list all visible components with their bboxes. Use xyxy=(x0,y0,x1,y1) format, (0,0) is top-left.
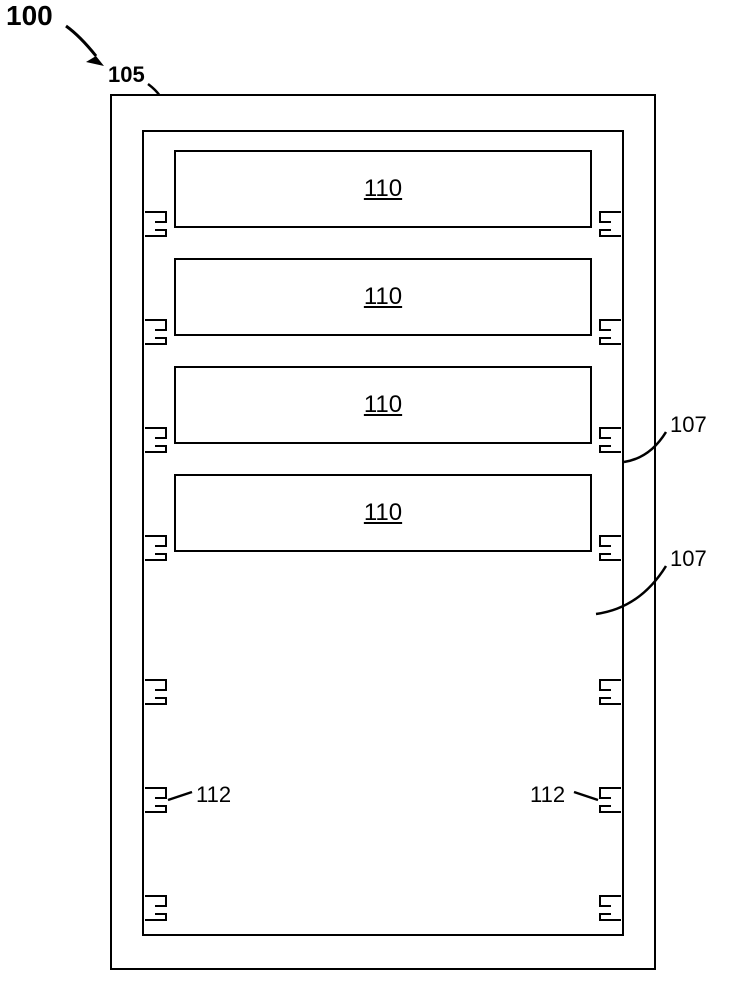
ref-112-label-right: 112 xyxy=(530,782,565,808)
module-110-2: 110 xyxy=(174,258,592,336)
ref-112-label-left: 112 xyxy=(196,782,231,808)
bracket-right-4 xyxy=(599,535,621,561)
module-110-3-label: 110 xyxy=(364,391,402,419)
bracket-left-1 xyxy=(145,211,167,237)
bracket-right-3 xyxy=(599,427,621,453)
module-110-4-label: 110 xyxy=(364,499,402,527)
bracket-left-6 xyxy=(145,787,167,813)
figure-number-label: 100 xyxy=(6,0,53,32)
bracket-left-7 xyxy=(145,895,167,921)
module-110-1-label: 110 xyxy=(364,175,402,203)
ref-107-label-2: 107 xyxy=(670,546,707,572)
bracket-left-2 xyxy=(145,319,167,345)
bracket-right-5 xyxy=(599,679,621,705)
bracket-right-7 xyxy=(599,895,621,921)
module-110-3: 110 xyxy=(174,366,592,444)
module-110-2-label: 110 xyxy=(364,283,402,311)
bracket-right-2 xyxy=(599,319,621,345)
module-110-1: 110 xyxy=(174,150,592,228)
bracket-left-5 xyxy=(145,679,167,705)
bracket-right-1 xyxy=(599,211,621,237)
ref-107-label-1: 107 xyxy=(670,412,707,438)
ref-105-label: 105 xyxy=(108,62,145,88)
figure-canvas: 100 105 110 110 110 110 xyxy=(0,0,732,1000)
module-110-4: 110 xyxy=(174,474,592,552)
bracket-left-4 xyxy=(145,535,167,561)
bracket-left-3 xyxy=(145,427,167,453)
bracket-right-6 xyxy=(599,787,621,813)
